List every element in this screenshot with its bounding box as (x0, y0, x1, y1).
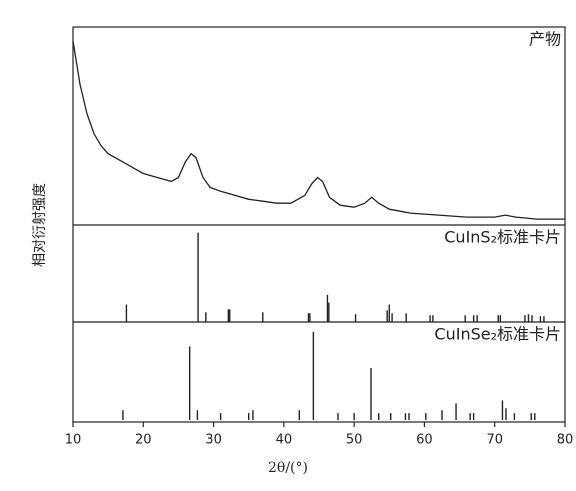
x-axis-title: 2θ/(°) (268, 460, 308, 476)
x-tick-label: 20 (135, 433, 152, 448)
x-tick-label: 50 (346, 433, 363, 448)
x-tick-label: 60 (416, 433, 433, 448)
x-tick-label: 80 (557, 433, 574, 448)
x-tick-label: 40 (276, 433, 293, 448)
panel-label: 产物 (529, 30, 561, 49)
x-tick-label: 30 (205, 433, 222, 448)
x-tick-label: 70 (486, 433, 503, 448)
x-tick-label: 10 (65, 433, 82, 448)
panel-label: CuInS₂标准卡片 (444, 228, 561, 247)
panel-label: CuInSe₂标准卡片 (434, 325, 561, 344)
xrd-curve (72, 40, 565, 220)
y-axis-title: 相对衍射强度 (32, 183, 48, 267)
